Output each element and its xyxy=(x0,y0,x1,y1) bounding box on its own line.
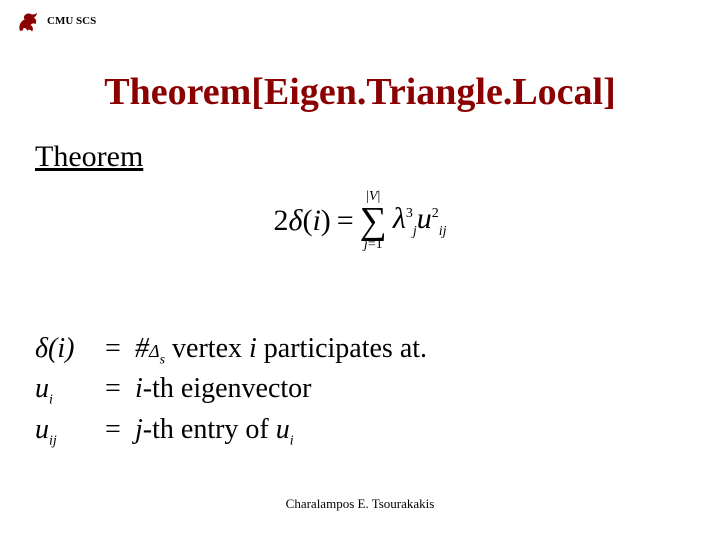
header: CMU SCS xyxy=(15,8,96,34)
lambda: λ xyxy=(393,202,406,235)
def-sym-ui: ui xyxy=(35,370,105,410)
equals: = xyxy=(337,204,354,238)
sigma-icon: ∑ xyxy=(360,204,387,238)
equals: = xyxy=(105,411,135,449)
u-sup: 2 xyxy=(432,206,439,221)
def-row-delta: δ(i) = #Δs vertex i participates at. xyxy=(35,330,427,370)
def-sym-uij: uij xyxy=(35,411,105,451)
u-sub: ij xyxy=(439,224,447,239)
u: u xyxy=(417,202,432,235)
cmu-dragon-icon xyxy=(15,8,41,34)
equals: = xyxy=(105,330,135,368)
lambda-sup: 3 xyxy=(406,206,413,221)
def-sym-delta: δ(i) xyxy=(35,330,105,368)
footer-author: Charalampos E. Tsourakakis xyxy=(0,496,720,512)
formula: 2δ(i) = |V| ∑ j=1 λ3ju2ij xyxy=(0,190,720,252)
slide-title: Theorem[Eigen.Triangle.Local] xyxy=(0,70,720,114)
definitions: δ(i) = #Δs vertex i participates at. ui … xyxy=(35,330,427,451)
lhs-delta: δ xyxy=(289,204,303,237)
lhs-coef: 2 xyxy=(274,204,289,237)
summation: |V| ∑ j=1 xyxy=(360,190,387,252)
header-org: CMU SCS xyxy=(47,15,96,27)
def-row-ui: ui = i-th eigenvector xyxy=(35,370,427,410)
equals: = xyxy=(105,370,135,408)
lhs-arg: i xyxy=(312,204,320,237)
section-heading: Theorem xyxy=(35,140,143,174)
def-row-uij: uij = j-th entry of ui xyxy=(35,411,427,451)
